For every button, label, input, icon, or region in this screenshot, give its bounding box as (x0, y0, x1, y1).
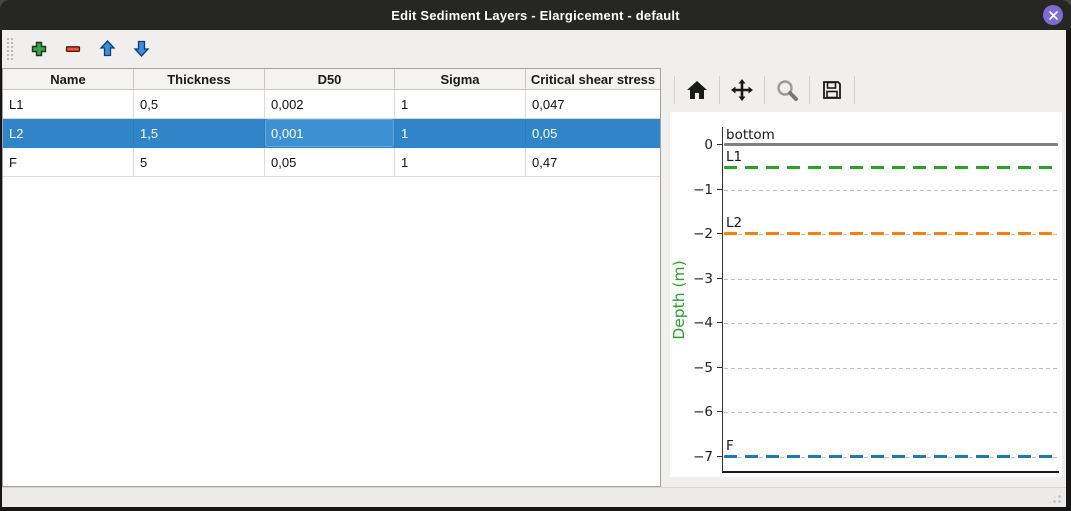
gridline (724, 368, 1058, 369)
cell-critical-shear-stress[interactable]: 0,47 (532, 154, 558, 170)
cell-critical-shear-stress[interactable]: 0,05 (532, 125, 558, 141)
y-tick (717, 367, 723, 369)
table-header: Name Thickness D50 Sigma Critical shear … (3, 69, 660, 90)
cell-thickness[interactable]: 5 (134, 148, 265, 176)
sediment-layers-table: Name Thickness D50 Sigma Critical shear … (2, 68, 661, 487)
y-tick (717, 189, 723, 191)
toolbar-separator (674, 75, 675, 104)
line-label-bottom: bottom (726, 127, 775, 143)
minus-icon (65, 45, 81, 52)
close-button[interactable] (1043, 5, 1063, 25)
cell-name[interactable]: L1 (3, 90, 134, 118)
add-layer-button[interactable] (22, 34, 56, 64)
column-header-thickness[interactable]: Thickness (134, 69, 265, 90)
y-tick (717, 322, 723, 324)
close-icon (1048, 10, 1058, 20)
y-tick-label: −3 (693, 271, 713, 287)
line-label-l1: L1 (726, 149, 743, 165)
remove-layer-button[interactable] (56, 34, 90, 64)
arrow-down-icon (133, 40, 149, 57)
table-row-selected[interactable]: L2 1,5 0,001 1 0,05 (3, 119, 660, 148)
toolbar-separator (854, 75, 855, 104)
line-label-f: F (726, 438, 734, 454)
gridline (724, 412, 1058, 413)
toolbar-separator (809, 75, 810, 104)
line-label-l2: L2 (726, 215, 743, 231)
move-layer-up-button[interactable] (90, 34, 124, 64)
zoom-rect-button[interactable] (769, 73, 805, 107)
save-figure-button[interactable] (814, 73, 850, 107)
window-title: Edit Sediment Layers - Elargicement - de… (391, 7, 680, 23)
cell-name[interactable]: L2 (3, 119, 134, 147)
y-tick (717, 411, 723, 413)
table-row[interactable]: F 5 0,05 1 0,47 (3, 148, 660, 177)
home-view-button[interactable] (679, 73, 715, 107)
cell-sigma[interactable]: 1 (395, 148, 526, 176)
arrow-up-icon (99, 40, 115, 57)
cell-sigma[interactable]: 1 (395, 119, 526, 147)
cell-name[interactable]: F (3, 148, 134, 176)
column-header-d50[interactable]: D50 (265, 69, 395, 90)
axes: Depth (m) 0 −1 −2 −3 (670, 127, 1059, 473)
plot-canvas[interactable]: Depth (m) 0 −1 −2 −3 (670, 112, 1062, 477)
cell-thickness[interactable]: 0,5 (134, 90, 265, 118)
y-tick (717, 456, 723, 458)
y-tick (717, 233, 723, 235)
line-l2 (724, 232, 1058, 236)
status-bar (2, 487, 1066, 507)
y-tick-label: 0 (704, 137, 713, 153)
gridline (724, 323, 1058, 324)
cell-sigma[interactable]: 1 (395, 90, 526, 118)
pan-move-icon (731, 78, 753, 101)
column-header-sigma[interactable]: Sigma (395, 69, 526, 90)
table-row[interactable]: L1 0,5 0,002 1 0,047 (3, 90, 660, 119)
plot-toolbar (664, 67, 1066, 112)
gridline (724, 190, 1058, 191)
cell-d50[interactable]: 0,002 (265, 90, 395, 118)
column-header-name[interactable]: Name (3, 69, 134, 90)
move-layer-down-button[interactable] (124, 34, 158, 64)
cell-critical-shear-stress[interactable]: 0,047 (532, 96, 565, 112)
app-area: Name Thickness D50 Sigma Critical shear … (2, 30, 1066, 507)
y-tick (717, 144, 723, 146)
y-tick-label: −7 (693, 449, 713, 465)
save-floppy-icon (823, 80, 841, 99)
y-tick-label: −5 (693, 360, 713, 376)
toolbar-separator (764, 75, 765, 104)
y-tick-label: −2 (693, 226, 713, 242)
y-tick-label: −1 (693, 182, 713, 198)
column-header-critical-shear-stress[interactable]: Critical shear stress (526, 69, 660, 90)
layer-toolbar (2, 30, 1066, 67)
y-tick-label: −6 (693, 404, 713, 420)
main-split: Name Thickness D50 Sigma Critical shear … (2, 67, 1066, 487)
y-tick-label: −4 (693, 315, 713, 331)
cell-thickness[interactable]: 1,5 (134, 119, 265, 147)
gridline (724, 279, 1058, 280)
cell-d50-current[interactable]: 0,001 (265, 119, 395, 147)
titlebar: Edit Sediment Layers - Elargicement - de… (0, 0, 1071, 30)
toolbar-drag-handle[interactable] (6, 36, 14, 61)
plus-icon (31, 41, 47, 56)
toolbar-separator (719, 75, 720, 104)
pan-button[interactable] (724, 73, 760, 107)
line-f (724, 455, 1058, 459)
cell-d50[interactable]: 0,05 (265, 148, 395, 176)
plot-panel: Depth (m) 0 −1 −2 −3 (664, 67, 1066, 487)
resize-grip[interactable] (1048, 490, 1062, 504)
y-tick (717, 278, 723, 280)
line-l1 (724, 166, 1058, 170)
magnifier-icon (777, 79, 798, 101)
line-bottom (724, 143, 1058, 147)
home-icon (687, 80, 707, 99)
